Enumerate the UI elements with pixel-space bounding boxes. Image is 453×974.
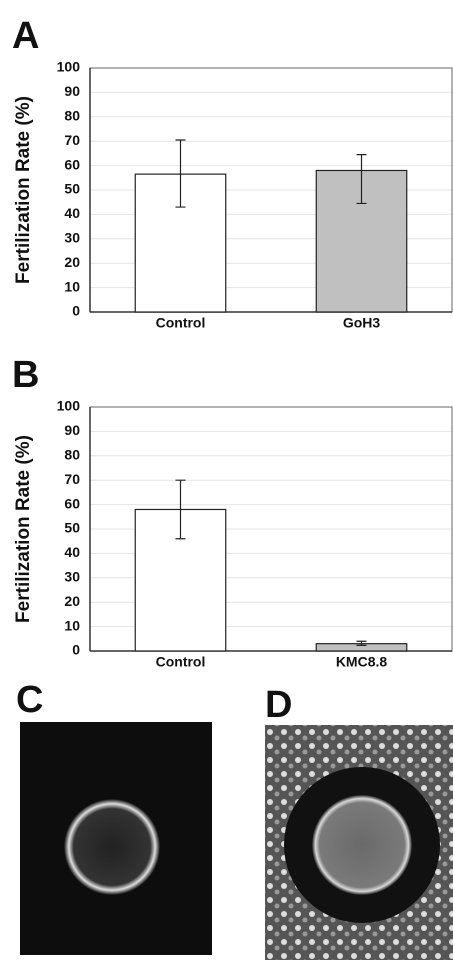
y-tick-label: 60 [64,156,80,172]
error-bar [175,139,186,208]
error-bar [356,640,367,646]
y-tick-label: 80 [64,447,80,463]
y-tick-label: 50 [64,181,80,197]
y-tick-label: 40 [64,544,80,560]
y-axis-title: Fertilization Rate (%) [13,96,34,284]
y-tick-label: 10 [64,617,80,633]
y-tick-label: 60 [64,495,80,511]
y-tick-label: 70 [64,471,80,487]
y-tick-label: 30 [64,230,80,246]
x-tick-label: Control [156,654,206,670]
panel-label: B [12,354,39,396]
y-tick-label: 0 [72,642,80,658]
y-tick-label: 10 [64,278,80,294]
y-tick-label: 80 [64,108,80,124]
egg [312,795,412,895]
y-tick-label: 70 [64,132,80,148]
error-bar [175,479,186,540]
panel-label: C [16,679,43,721]
egg [64,799,160,895]
y-tick-label: 90 [64,422,80,438]
error-bar [356,154,367,205]
y-tick-label: 20 [64,593,80,609]
y-tick-label: 50 [64,520,80,536]
y-tick-label: 100 [57,398,81,414]
y-axis-title: Fertilization Rate (%) [13,435,34,623]
y-tick-label: 30 [64,569,80,585]
y-tick-label: 40 [64,205,80,221]
y-tick-label: 100 [57,59,81,75]
y-tick-label: 0 [72,303,80,319]
y-tick-label: 20 [64,254,80,270]
panel-label: A [12,15,39,57]
panel-label: D [265,684,292,726]
x-tick-label: Control [156,315,206,331]
x-tick-label: KMC8.8 [336,654,388,670]
y-tick-label: 90 [64,83,80,99]
x-tick-label: GoH3 [343,315,381,331]
